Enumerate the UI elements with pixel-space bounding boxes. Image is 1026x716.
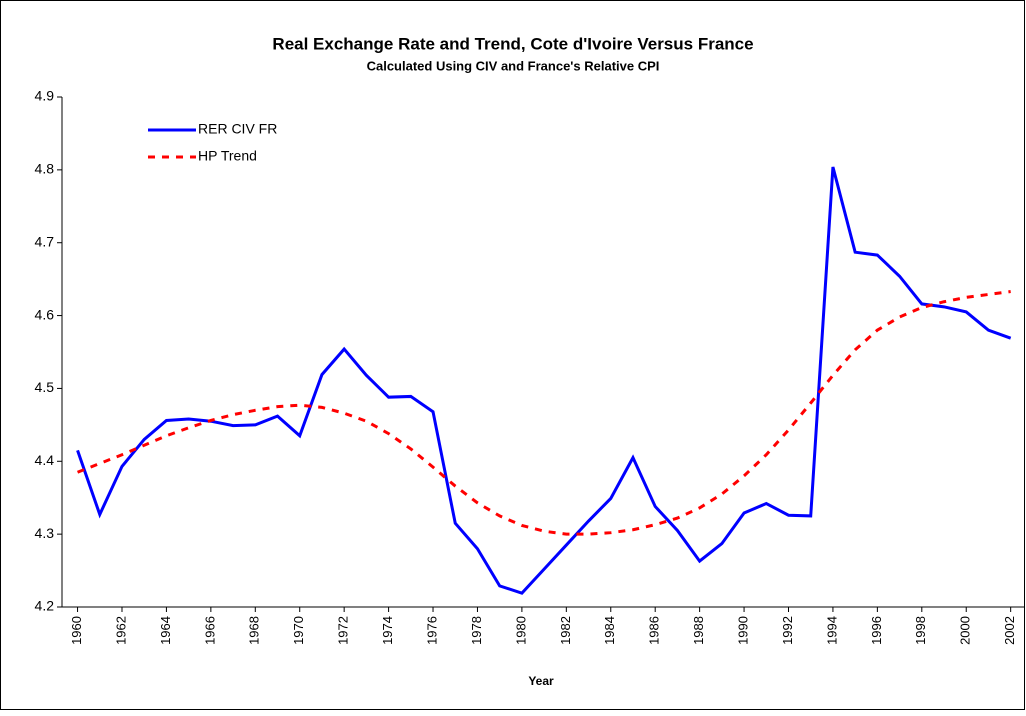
x-tick-label: 1994 — [824, 616, 839, 645]
x-tick-label: 1986 — [647, 616, 662, 645]
x-tick-label: 1988 — [691, 616, 706, 645]
y-tick-label: 4.5 — [35, 379, 55, 395]
x-tick-label: 2000 — [958, 616, 973, 645]
y-tick-label: 4.8 — [35, 161, 55, 177]
y-tick-label: 4.4 — [35, 452, 55, 468]
x-tick-label: 1960 — [69, 616, 84, 645]
x-tick-label: 2002 — [1002, 616, 1017, 645]
y-tick-label: 4.3 — [35, 525, 55, 541]
y-tick-label: 4.9 — [35, 88, 55, 104]
x-tick-label: 1980 — [513, 616, 528, 645]
x-tick-label: 1984 — [602, 616, 617, 645]
x-tick-label: 1966 — [202, 616, 217, 645]
x-tick-label: 1990 — [736, 616, 751, 645]
x-tick-label: 1996 — [869, 616, 884, 645]
y-tick-label: 4.6 — [35, 306, 55, 322]
chart-subtitle: Calculated Using CIV and France's Relati… — [367, 58, 660, 73]
x-tick-label: 1992 — [780, 616, 795, 645]
y-tick-label: 4.7 — [35, 233, 55, 249]
x-tick-label: 1968 — [247, 616, 262, 645]
x-tick-label: 1974 — [380, 616, 395, 645]
x-tick-label: 1998 — [913, 616, 928, 645]
chart-title: Real Exchange Rate and Trend, Cote d'Ivo… — [272, 34, 753, 53]
x-tick-label: 1964 — [158, 616, 173, 645]
x-tick-label: 1970 — [291, 616, 306, 645]
x-tick-label: 1978 — [469, 616, 484, 645]
y-tick-label: 4.2 — [35, 598, 55, 614]
legend-label: RER CIV FR — [198, 121, 277, 137]
x-tick-label: 1976 — [424, 616, 439, 645]
x-tick-label: 1962 — [113, 616, 128, 645]
series-line — [76, 166, 1012, 595]
legend-label: HP Trend — [198, 148, 257, 164]
x-tick-label: 1982 — [558, 616, 573, 645]
x-axis-title: Year — [528, 674, 554, 688]
series-line — [77, 290, 1011, 536]
x-tick-label: 1972 — [336, 616, 351, 645]
